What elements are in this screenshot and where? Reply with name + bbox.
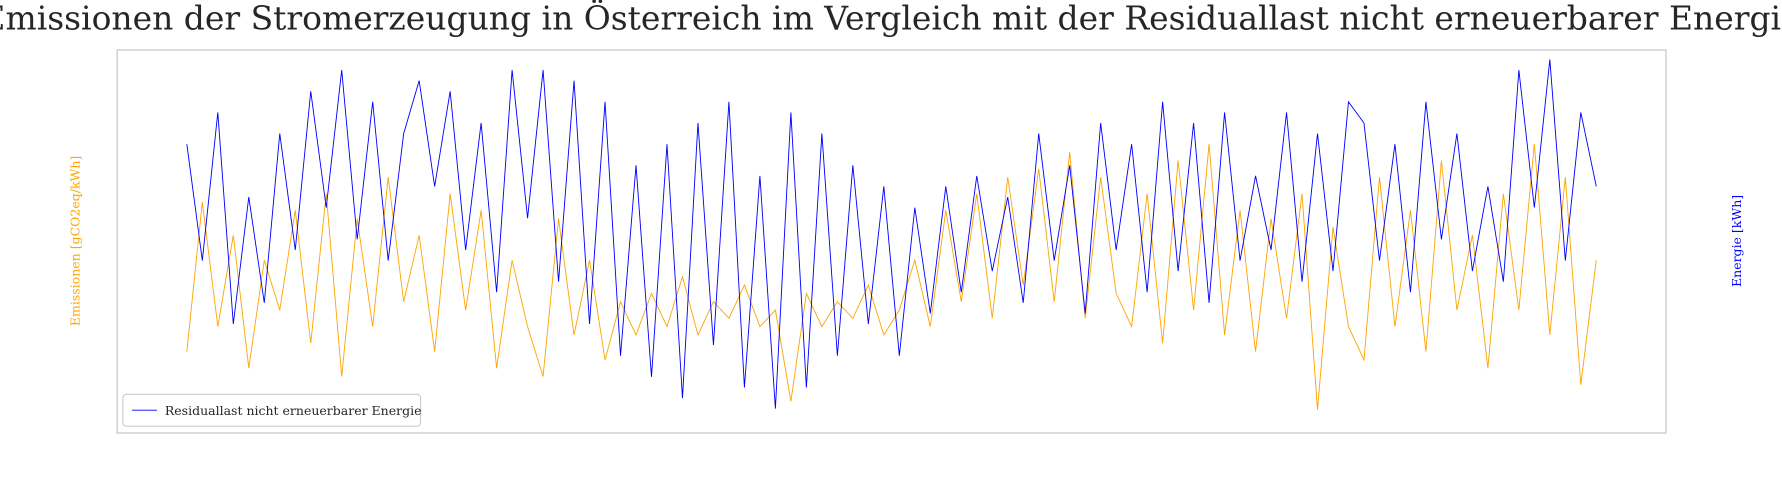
plot-frame [116, 49, 1667, 434]
y2-axis-label: Energie [kWh] [1729, 195, 1744, 287]
y-axis-label: Emissionen [gCO2eq/kWh] [68, 156, 83, 326]
series-line [186, 143, 1597, 410]
plot-area [186, 59, 1597, 410]
legend-label: Residuallast nicht erneuerbarer Energie [165, 403, 422, 418]
series-line [186, 59, 1597, 409]
legend: Residuallast nicht erneuerbarer Energie [122, 393, 422, 427]
legend-box [122, 393, 422, 427]
chart-title: Emissionen der Stromerzeugung in Österre… [0, 0, 1782, 38]
